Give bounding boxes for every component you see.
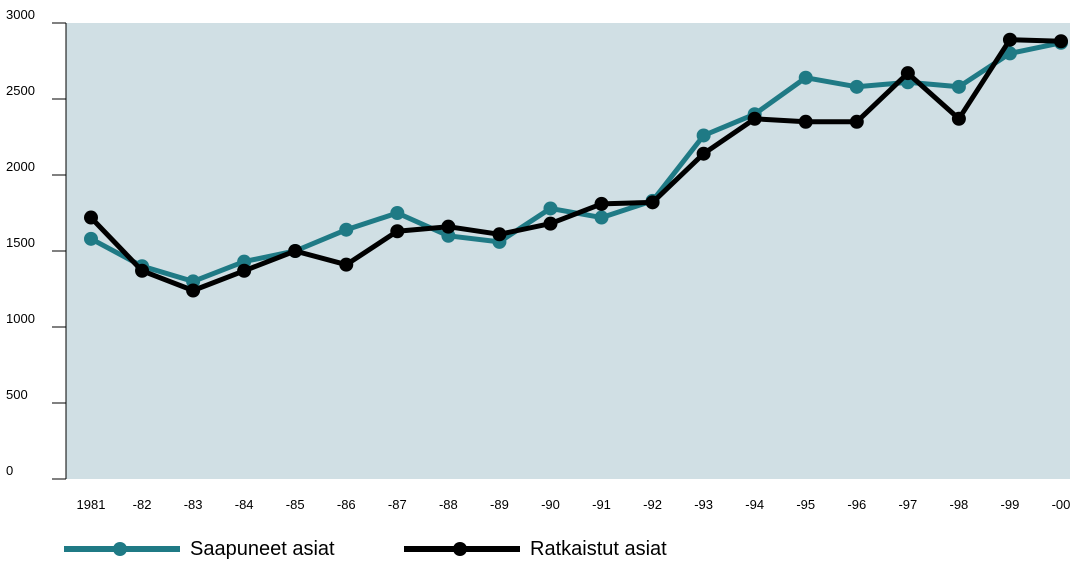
series-1 <box>84 32 1068 298</box>
data-point <box>1054 34 1068 49</box>
x-tick-label: -95 <box>796 497 815 512</box>
data-point <box>1002 32 1017 47</box>
x-axis: 1981 -82 -83 -84 -85 -86 -87 -88 -89 -90 -91 -92 -93… <box>77 497 1070 512</box>
x-tick-label: -87 <box>388 497 407 512</box>
x-tick-label: -00 <box>1052 497 1070 512</box>
x-tick-label: -88 <box>439 497 458 512</box>
y-tick-label: 2500 <box>6 83 35 98</box>
data-point <box>390 206 405 220</box>
data-point <box>798 70 813 85</box>
y-tick-label: 0 <box>6 463 13 478</box>
data-point <box>84 210 98 225</box>
x-tick-label: -89 <box>490 497 509 512</box>
x-tick-label: -98 <box>949 497 968 512</box>
data-point <box>696 146 711 161</box>
x-tick-label: -90 <box>541 497 560 512</box>
y-tick-label: 500 <box>6 387 28 402</box>
data-point <box>84 231 98 246</box>
data-point <box>594 196 609 211</box>
data-point <box>288 244 303 258</box>
x-tick-label: -96 <box>847 497 866 512</box>
data-point <box>339 222 354 237</box>
x-tick-label: -94 <box>745 497 764 512</box>
legend-swatch-saapuneet-icon <box>64 542 180 556</box>
x-tick-label: -99 <box>1001 497 1020 512</box>
x-tick-label: -84 <box>235 497 254 512</box>
data-point <box>645 195 660 210</box>
data-point <box>186 283 201 298</box>
data-point <box>441 219 456 234</box>
plot-area <box>66 23 1070 479</box>
series-layer <box>84 32 1068 298</box>
data-point <box>849 114 864 129</box>
x-tick-label: -93 <box>694 497 713 512</box>
line-chart: 0 500 1000 1500 2000 2500 3000 1981 -82 -83 -84 -8… <box>6 7 1070 512</box>
data-point <box>390 224 405 239</box>
data-point <box>135 263 150 278</box>
x-tick-label: -82 <box>133 497 152 512</box>
data-point <box>1002 46 1017 61</box>
x-tick-label: -85 <box>286 497 305 512</box>
x-tick-label: -97 <box>898 497 917 512</box>
y-tick-label: 1000 <box>6 311 35 326</box>
data-point <box>951 79 966 94</box>
legend-swatch-ratkaistut-icon <box>404 542 520 556</box>
data-point <box>696 128 711 143</box>
data-point <box>237 263 252 278</box>
y-tick-label: 3000 <box>6 7 35 22</box>
data-point <box>339 257 354 272</box>
data-point <box>543 216 558 231</box>
legend-item-ratkaistut: Ratkaistut asiat <box>404 536 667 562</box>
x-tick-label: -86 <box>337 497 356 512</box>
x-tick-label: -83 <box>184 497 203 512</box>
y-axis: 0 500 1000 1500 2000 2500 3000 <box>6 7 67 480</box>
y-tick-label: 1500 <box>6 235 35 250</box>
data-point <box>798 114 813 129</box>
legend-label-saapuneet: Saapuneet asiat <box>190 538 335 560</box>
legend-label-ratkaistut: Ratkaistut asiat <box>530 538 667 560</box>
x-tick-label: -91 <box>592 497 611 512</box>
legend-item-saapuneet: Saapuneet asiat <box>64 536 335 562</box>
data-point <box>951 111 966 126</box>
y-tick-label: 2000 <box>6 159 35 174</box>
series-line <box>89 37 1062 293</box>
data-point <box>747 111 762 126</box>
data-point <box>543 201 558 216</box>
data-point <box>900 66 915 81</box>
x-tick-label: 1981 <box>77 497 106 512</box>
x-tick-label: -92 <box>643 497 662 512</box>
data-point <box>849 79 864 94</box>
data-point <box>492 227 507 242</box>
data-point <box>594 210 609 225</box>
